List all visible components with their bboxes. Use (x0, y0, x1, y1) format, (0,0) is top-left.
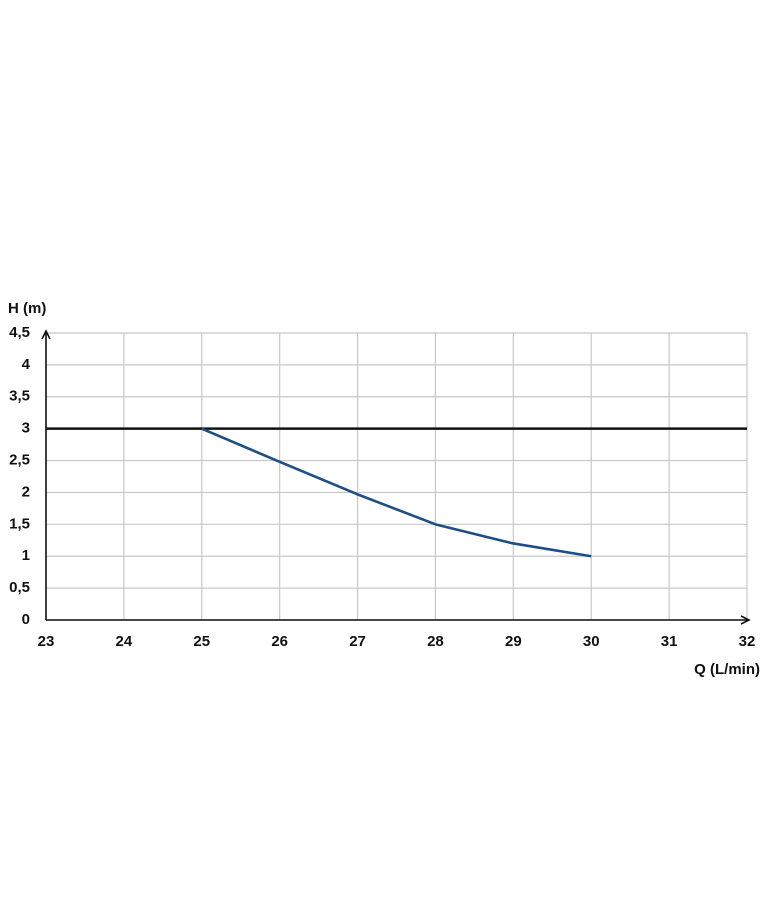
y-tick-label: 4 (22, 356, 31, 373)
x-tick-label: 32 (739, 633, 756, 650)
y-axis-arrow (41, 329, 51, 340)
x-tick-label: 31 (661, 633, 678, 650)
y-tick-label: 1,5 (9, 515, 30, 532)
x-tick-label: 28 (427, 633, 444, 650)
x-tick-label: 29 (505, 633, 522, 650)
x-tick-label: 25 (193, 633, 210, 650)
x-axis-label: Q (L/min) (694, 661, 760, 678)
y-tick-label: 0 (22, 611, 30, 628)
y-tick-label: 2,5 (9, 452, 30, 469)
x-tick-label: 30 (583, 633, 600, 650)
y-tick-label: 1 (22, 547, 30, 564)
x-tick-label: 24 (116, 633, 133, 650)
y-tick-label: 4,5 (9, 324, 30, 341)
x-tick-label: 23 (38, 633, 55, 650)
x-tick-label: 27 (349, 633, 366, 650)
y-axis-label: H (m) (8, 300, 46, 317)
x-axis-arrow (740, 615, 751, 625)
data-line (201, 427, 592, 558)
y-tick-label: 2 (22, 483, 30, 500)
y-tick-label: 0,5 (9, 579, 30, 596)
y-tick-label: 3 (22, 420, 30, 437)
x-tick-label: 26 (271, 633, 288, 650)
y-tick-label: 3,5 (9, 388, 30, 405)
